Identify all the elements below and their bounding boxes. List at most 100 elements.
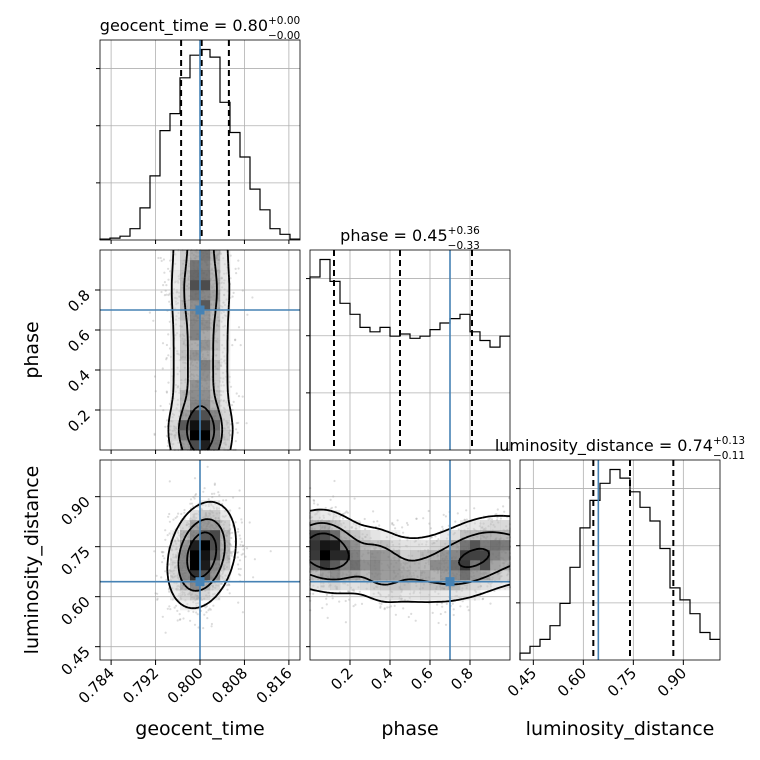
sample-point: [165, 358, 168, 361]
title-lower-error-geocent_time: −0.00: [268, 30, 300, 42]
sample-point: [152, 319, 155, 322]
density-cell: [200, 500, 211, 511]
sample-point: [207, 505, 210, 508]
y-axis-label-phase: phase: [21, 321, 43, 378]
density-cell: [380, 530, 391, 541]
density-cell: [210, 320, 221, 331]
density-cell: [500, 540, 511, 551]
sample-point: [203, 487, 206, 490]
density-cell: [350, 560, 361, 571]
density-cell: [190, 420, 201, 431]
sample-point: [161, 342, 165, 345]
x-axis-label-luminosity_distance: luminosity_distance: [526, 718, 715, 740]
density-cell: [470, 570, 481, 581]
sample-point: [232, 291, 235, 294]
sample-point: [228, 584, 231, 587]
sample-point: [176, 619, 179, 622]
density-cell: [190, 570, 201, 581]
sample-point: [178, 592, 181, 595]
sample-point: [218, 507, 221, 510]
sample-point: [212, 507, 216, 510]
sample-point: [222, 384, 225, 387]
sample-point: [154, 390, 157, 393]
sample-point: [174, 280, 177, 283]
sample-point: [207, 609, 210, 612]
density-cell: [220, 440, 231, 451]
sample-point: [235, 422, 238, 425]
sample-point: [221, 380, 224, 384]
sample-point: [176, 386, 179, 389]
sample-point: [174, 390, 177, 393]
sample-point: [156, 597, 159, 600]
sample-point: [481, 598, 484, 601]
sample-point: [220, 394, 223, 397]
density-cell: [200, 590, 211, 601]
sample-point: [351, 525, 354, 529]
sample-point: [235, 428, 238, 431]
sample-point: [165, 293, 168, 296]
sample-point: [190, 502, 194, 505]
density-cell: [340, 560, 351, 571]
x-tick-label: 0.808: [208, 664, 251, 707]
sample-point: [178, 618, 181, 621]
sample-point: [196, 613, 199, 616]
density-cell: [220, 570, 231, 581]
sample-point: [355, 527, 358, 530]
density-cell: [170, 370, 181, 381]
contour-line: [177, 518, 226, 592]
sample-point: [173, 281, 176, 284]
density-cell: [180, 320, 191, 331]
density-cell: [190, 430, 201, 441]
sample-point: [220, 361, 223, 364]
density-cell: [170, 340, 181, 351]
density-cell: [170, 570, 181, 581]
x-tick-label: 0.792: [119, 664, 162, 707]
sample-point: [241, 395, 244, 398]
density-cell: [480, 540, 491, 551]
sample-point: [182, 617, 185, 620]
density-cell: [330, 550, 341, 561]
density-cell: [370, 560, 381, 571]
density-cell: [220, 420, 231, 431]
density-cell: [460, 520, 471, 531]
sample-point: [348, 598, 351, 601]
x-tick-label: 0.6: [407, 664, 437, 694]
sample-point: [502, 505, 505, 508]
sample-point: [228, 381, 231, 384]
sample-point: [232, 400, 235, 403]
sample-point: [161, 367, 164, 370]
sample-point: [355, 524, 358, 527]
sample-point: [220, 582, 223, 585]
density-cell: [210, 340, 221, 351]
sample-point: [175, 604, 178, 607]
density-cell: [310, 570, 321, 581]
density-cell: [460, 560, 471, 571]
sample-point: [325, 603, 328, 606]
sample-point: [176, 536, 179, 539]
density-cell: [440, 550, 451, 561]
sample-point: [183, 511, 186, 514]
y-tick-label: 0.6: [64, 326, 94, 356]
title-lower-error-phase: −0.33: [448, 240, 480, 252]
axes-frame: [519, 459, 721, 661]
sample-point: [156, 598, 159, 601]
density-cell: [220, 430, 231, 441]
sample-point: [228, 592, 231, 595]
density-cell: [500, 570, 511, 581]
sample-point: [236, 431, 239, 434]
sample-point: [383, 607, 386, 610]
density-cell: [200, 300, 211, 311]
sample-point: [402, 607, 405, 610]
density-cell: [210, 350, 221, 361]
sample-point: [467, 609, 470, 612]
density-cell: [330, 510, 341, 521]
density-cell: [210, 380, 221, 391]
density-cell: [350, 570, 361, 581]
density-cell: [500, 560, 511, 571]
sample-point: [447, 533, 450, 536]
density-cell: [190, 360, 201, 371]
sample-point: [168, 512, 171, 516]
title-main: luminosity_distance = 0.74: [495, 436, 713, 456]
sample-point: [377, 592, 380, 595]
